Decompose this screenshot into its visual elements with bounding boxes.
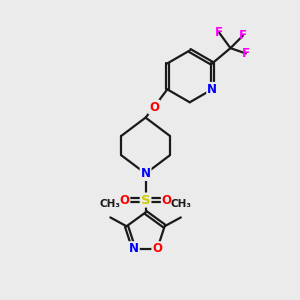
Text: O: O <box>119 194 129 207</box>
Text: N: N <box>207 83 217 96</box>
Text: S: S <box>141 194 150 207</box>
Text: N: N <box>141 167 151 180</box>
Text: F: F <box>215 26 223 39</box>
Text: F: F <box>242 47 250 60</box>
Text: O: O <box>152 242 162 255</box>
Text: CH₃: CH₃ <box>100 199 121 209</box>
Text: O: O <box>149 100 159 113</box>
Text: CH₃: CH₃ <box>170 199 191 209</box>
Text: N: N <box>129 242 139 255</box>
Text: O: O <box>162 194 172 207</box>
Text: F: F <box>239 29 247 42</box>
